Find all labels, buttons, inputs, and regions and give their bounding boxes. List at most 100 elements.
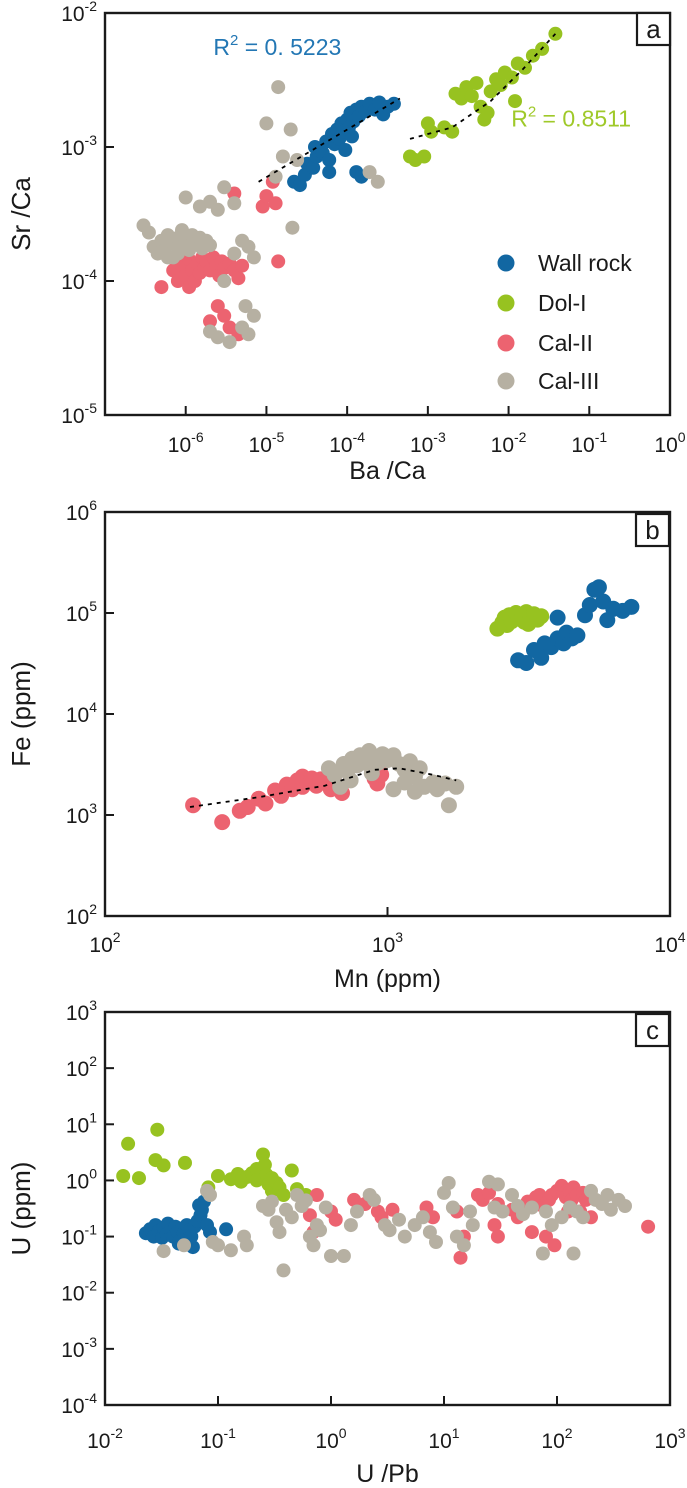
data-point-cal-iii bbox=[566, 1246, 581, 1261]
data-point-cal-iii bbox=[285, 220, 300, 235]
panel-letter-box-c bbox=[634, 1012, 671, 1048]
x-tick-label: 10-5 bbox=[249, 429, 285, 457]
data-point-cal-iii bbox=[246, 308, 261, 323]
data-point-dol-i bbox=[533, 608, 550, 625]
data-point-dol-i bbox=[424, 124, 439, 139]
data-point-cal-iii bbox=[227, 246, 242, 261]
data-point-cal-iii bbox=[600, 1188, 615, 1202]
data-point-dol-i bbox=[178, 1155, 192, 1170]
panel-letter-b: b bbox=[645, 515, 659, 545]
data-point-cal-ii bbox=[214, 814, 231, 831]
data-point-dol-i bbox=[156, 1158, 171, 1173]
data-point-cal-ii bbox=[235, 258, 250, 273]
data-point-cal-ii bbox=[302, 1208, 317, 1223]
data-point-cal-iii bbox=[284, 1210, 299, 1225]
data-point-cal-iii bbox=[217, 180, 232, 195]
data-point-cal-iii bbox=[246, 250, 261, 265]
x-axis-title-b: Mn (ppm) bbox=[334, 965, 441, 993]
data-point-cal-ii bbox=[185, 797, 202, 814]
data-point-cal-iii bbox=[210, 330, 225, 345]
y-tick-label: 10-4 bbox=[61, 1390, 97, 1418]
data-point-cal-iii bbox=[259, 116, 274, 131]
data-point-cal-iii bbox=[539, 1204, 553, 1219]
data-point-cal-iii bbox=[429, 1235, 443, 1249]
data-point-wall-rock bbox=[386, 96, 401, 111]
data-point-cal-iii bbox=[326, 766, 343, 783]
data-point-cal-iii bbox=[241, 239, 256, 254]
data-point-cal-iii bbox=[290, 153, 305, 167]
panel-letter-c: c bbox=[646, 1015, 659, 1045]
x-tick-label: 10-4 bbox=[329, 429, 365, 457]
data-point-cal-iii bbox=[554, 1210, 569, 1225]
data-point-cal-ii bbox=[328, 1212, 343, 1227]
data-point-cal-ii bbox=[641, 1219, 656, 1234]
data-point-cal-iii bbox=[276, 1263, 291, 1278]
data-point-cal-iii bbox=[222, 335, 237, 350]
x-tick-label: 10-2 bbox=[87, 1425, 123, 1453]
y-tick-label: 10-4 bbox=[61, 266, 97, 294]
plot-border-a bbox=[103, 11, 672, 417]
data-point-cal-iii bbox=[313, 1223, 327, 1238]
data-point-wall-rock bbox=[590, 579, 607, 596]
x-tick-label: 103 bbox=[372, 929, 403, 957]
data-point-dol-i bbox=[121, 1136, 136, 1151]
data-point-cal-iii bbox=[544, 1218, 559, 1233]
x-tick-label: 104 bbox=[654, 929, 685, 957]
data-point-cal-iii bbox=[203, 1188, 217, 1202]
data-point-cal-iii bbox=[238, 299, 253, 314]
data-point-dol-i bbox=[150, 1122, 165, 1137]
panel-letter-box-b bbox=[634, 512, 671, 548]
y-tick-label: 10-1 bbox=[61, 1222, 97, 1250]
y-tick-label: 10-2 bbox=[61, 1278, 97, 1306]
x-tick-label: 10-3 bbox=[410, 429, 446, 457]
data-point-cal-ii bbox=[547, 1238, 562, 1253]
data-point-cal-iii bbox=[350, 1204, 364, 1219]
legend-label-cal-iii: Cal-III bbox=[538, 368, 599, 394]
data-point-wall-rock bbox=[581, 597, 598, 613]
data-point-cal-ii bbox=[539, 1229, 553, 1244]
data-point-cal-iii bbox=[178, 190, 193, 205]
data-point-cal-ii bbox=[487, 1218, 502, 1233]
data-point-cal-ii bbox=[482, 1185, 496, 1200]
data-point-cal-iii bbox=[465, 1218, 480, 1233]
legend-dot-cal-iii bbox=[497, 372, 515, 390]
r2-annotation-a-1: R2 = 0.8511 bbox=[511, 103, 631, 131]
data-point-cal-ii bbox=[490, 1229, 505, 1244]
legend-label-wall-rock: Wall rock bbox=[538, 250, 632, 276]
y-tick-label: 106 bbox=[66, 497, 97, 525]
data-point-cal-iii bbox=[411, 760, 428, 777]
data-point-dol-i bbox=[508, 94, 522, 109]
x-tick-label: 102 bbox=[541, 1425, 572, 1453]
data-point-cal-iii bbox=[264, 1194, 279, 1209]
data-point-cal-iii bbox=[306, 1238, 321, 1253]
data-point-cal-iii bbox=[490, 1177, 505, 1192]
data-point-cal-iii bbox=[141, 225, 156, 240]
data-point-wall-rock bbox=[518, 655, 535, 671]
data-point-cal-ii bbox=[227, 186, 242, 201]
data-point-cal-iii bbox=[241, 327, 256, 342]
legend-dot-dol-i bbox=[497, 294, 515, 312]
legend-dot-cal-ii bbox=[497, 334, 515, 352]
panel-b: 102 103 104 106 105 104 103 102 Mn (ppm) Fe (ppm)… bbox=[6, 497, 686, 993]
data-point-cal-iii bbox=[283, 122, 298, 137]
data-point-cal-iii bbox=[392, 1212, 406, 1227]
data-point-dol-i bbox=[469, 76, 484, 91]
data-point-wall-rock bbox=[345, 129, 359, 144]
y-tick-label: 10-5 bbox=[61, 400, 97, 428]
data-point-cal-ii bbox=[239, 799, 256, 815]
data-point-cal-iii bbox=[445, 1200, 460, 1215]
data-point-cal-iii bbox=[456, 1238, 471, 1253]
data-point-cal-iii bbox=[239, 1238, 254, 1253]
panel-letter-box-a bbox=[635, 11, 672, 47]
data-point-cal-iii bbox=[448, 778, 465, 795]
data-point-cal-iii bbox=[210, 202, 225, 217]
data-point-cal-iii bbox=[223, 1243, 238, 1258]
y-axis-title-a: Sr /Ca bbox=[6, 177, 36, 251]
data-point-dol-i bbox=[417, 149, 432, 164]
y-tick-label: 10-3 bbox=[61, 1334, 97, 1362]
legend-dot-wall-rock bbox=[497, 254, 515, 272]
data-point-cal-iii bbox=[463, 1204, 477, 1219]
data-point-cal-ii bbox=[203, 314, 217, 329]
x-axis-title-a: Ba /Ca bbox=[349, 457, 426, 485]
